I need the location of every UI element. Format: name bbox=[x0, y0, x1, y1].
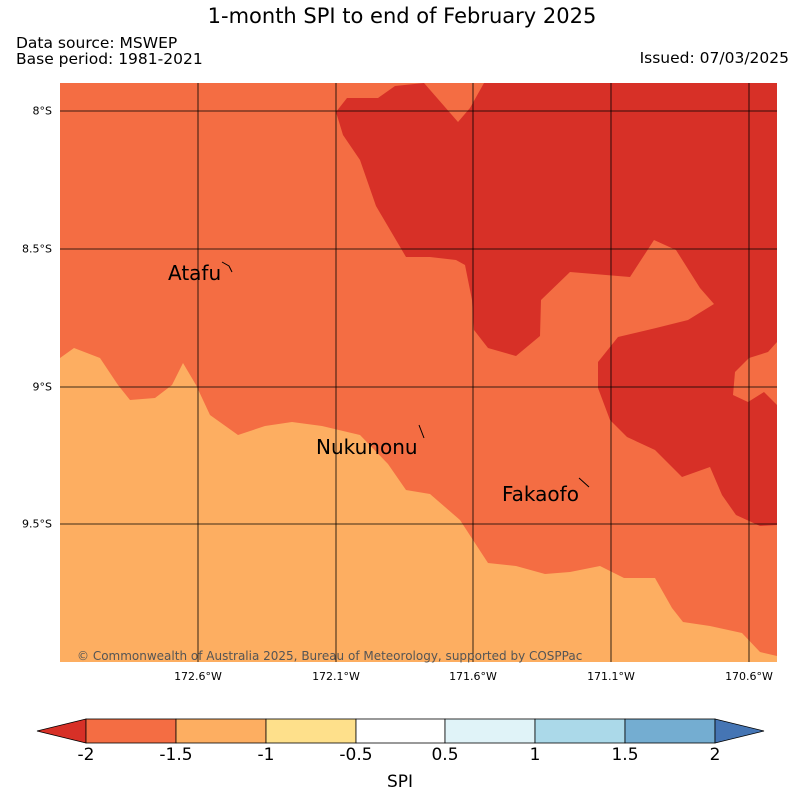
map-title: 1-month SPI to end of February 2025 bbox=[207, 4, 597, 28]
colorbar-tick-label: 0.5 bbox=[431, 745, 459, 765]
spi-region-extremely-dry-north bbox=[336, 83, 777, 526]
colorbar-tick-label: -1 bbox=[257, 745, 275, 765]
y-tick-label: 8°S bbox=[32, 104, 52, 118]
colorbar-extend-high bbox=[714, 718, 765, 744]
colorbar-bin-1 bbox=[85, 718, 177, 744]
colorbar-tick-label: 1.5 bbox=[611, 745, 639, 765]
colorbar-tick-label: 2 bbox=[709, 745, 721, 765]
copyright-text: © Commonwealth of Australia 2025, Bureau… bbox=[77, 649, 583, 663]
place-label-atafu: Atafu bbox=[168, 261, 222, 285]
atafu-island-outline bbox=[221, 261, 233, 273]
graticule bbox=[60, 83, 777, 662]
colorbar-bin-3 bbox=[265, 718, 357, 744]
y-tick-label: 8.5°S bbox=[22, 242, 52, 256]
x-tick-label: 171.1°W bbox=[587, 670, 635, 683]
colorbar-bin-6 bbox=[534, 718, 626, 744]
spi-region-dry-south bbox=[60, 348, 777, 662]
place-label-fakaofo: Fakaofo bbox=[502, 482, 579, 506]
colorbar-bin-7 bbox=[624, 718, 716, 744]
base-period-text: Base period: 1981-2021 bbox=[16, 50, 203, 68]
nukunonu-island-outline bbox=[418, 424, 425, 439]
x-tick-label: 172.6°W bbox=[174, 670, 222, 683]
colorbar-tick-label: 1 bbox=[529, 745, 541, 765]
fakaofo-island-outline bbox=[578, 477, 590, 488]
colorbar-bin-4 bbox=[355, 718, 446, 744]
colorbar-bin-5 bbox=[444, 718, 536, 744]
issued-date-text: Issued: 07/03/2025 bbox=[639, 49, 789, 67]
colorbar-tick-label: -1.5 bbox=[159, 745, 193, 765]
colorbar-label: SPI bbox=[386, 772, 414, 792]
colorbar-tick-label: -0.5 bbox=[339, 745, 373, 765]
spi-fill-layer bbox=[60, 83, 777, 662]
place-label-nukunonu: Nukunonu bbox=[316, 435, 418, 459]
x-tick-label: 171.6°W bbox=[449, 670, 497, 683]
island-outlines bbox=[221, 261, 590, 488]
y-tick-label: 9°S bbox=[32, 380, 52, 394]
data-source-text: Data source: MSWEP bbox=[16, 34, 178, 52]
x-tick-label: 170.6°W bbox=[725, 670, 773, 683]
x-tick-label: 172.1°W bbox=[312, 670, 360, 683]
colorbar bbox=[36, 718, 765, 744]
colorbar-bin-2 bbox=[175, 718, 267, 744]
y-tick-label: 9.5°S bbox=[22, 517, 52, 531]
colorbar-tick-label: -2 bbox=[77, 745, 95, 765]
colorbar-extend-low bbox=[36, 718, 87, 744]
